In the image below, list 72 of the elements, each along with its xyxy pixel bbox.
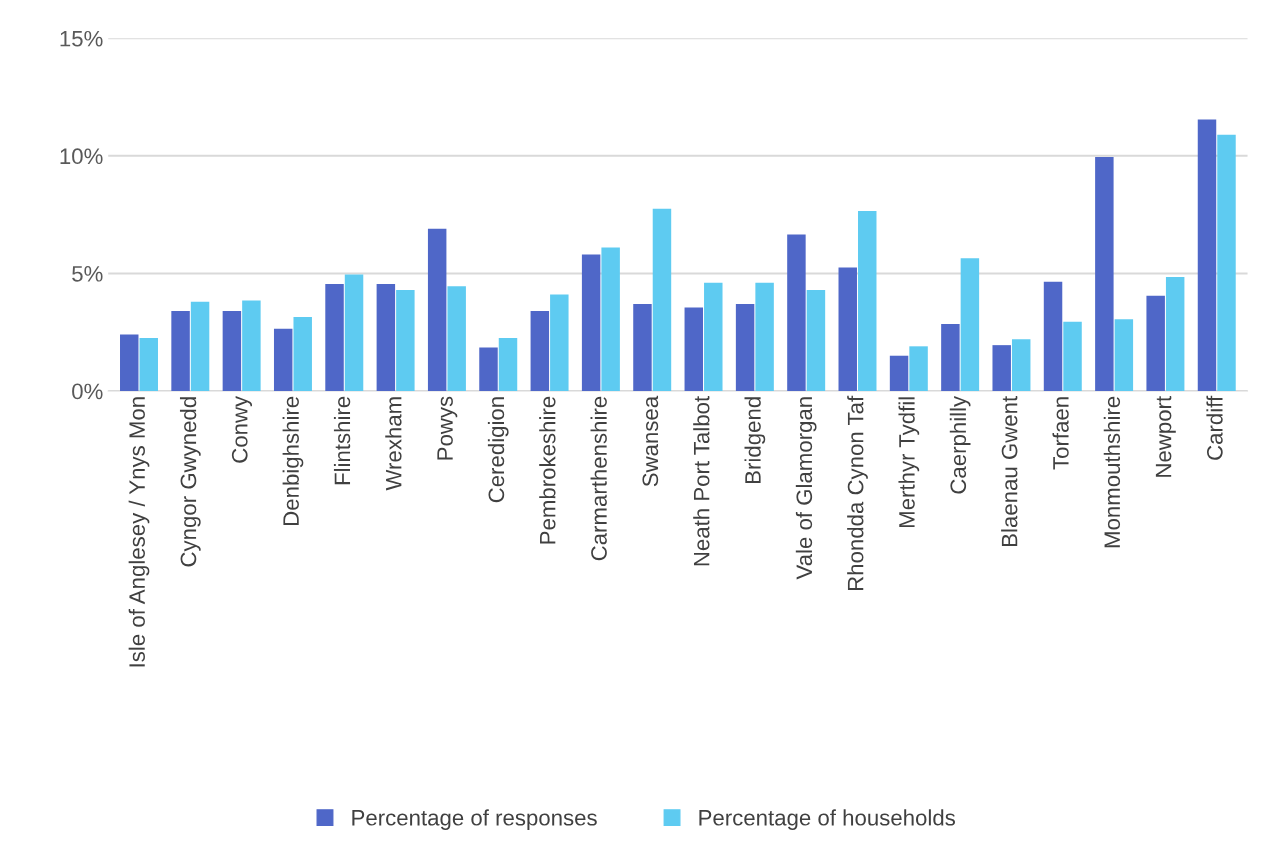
bar xyxy=(1165,276,1185,391)
bar xyxy=(601,247,620,391)
x-tick-label: Rhondda Cynon Taf xyxy=(847,395,868,591)
x-tick-label: Wrexham xyxy=(385,397,402,491)
x-tick-label: Neath Port Talbot xyxy=(693,396,710,566)
bar xyxy=(1043,281,1063,391)
bar xyxy=(396,289,415,391)
x-tick-label: Powys xyxy=(437,396,458,460)
x-tick-label: Blaenau Gwent xyxy=(1001,396,1018,546)
bar xyxy=(530,311,550,391)
y-tick-label: 15% xyxy=(60,30,103,47)
bar xyxy=(838,267,857,391)
x-tick-label: Bridgend xyxy=(744,397,766,483)
bar xyxy=(941,323,960,391)
bar xyxy=(858,211,877,391)
bar xyxy=(704,282,723,391)
bar xyxy=(1011,339,1031,391)
x-tick-label: Cyngor Gwynedd xyxy=(179,397,201,567)
bar xyxy=(633,303,652,391)
bar xyxy=(735,303,755,391)
bar xyxy=(376,284,396,391)
bar xyxy=(889,355,909,391)
x-tick-label: Caerphilly xyxy=(949,395,971,494)
bar xyxy=(344,274,364,391)
bar xyxy=(550,294,569,391)
bar xyxy=(120,334,139,391)
x-tick-label: Isle of Anglesey / Ynys Mon xyxy=(128,397,150,667)
bar xyxy=(498,338,518,391)
bar xyxy=(755,282,774,391)
bar xyxy=(581,254,601,391)
legend-label: Percentage of households xyxy=(699,809,956,830)
x-tick-label: Newport xyxy=(1155,396,1176,477)
x-tick-label: Pembrokeshire xyxy=(539,396,556,544)
x-tick-label: Cardiff xyxy=(1206,395,1223,460)
bar xyxy=(447,286,466,391)
bar xyxy=(139,338,158,391)
bar xyxy=(427,228,447,391)
x-tick-label: Vale of Glamorgan xyxy=(795,397,817,580)
bar xyxy=(190,301,210,391)
bar xyxy=(787,234,806,391)
bar xyxy=(1197,119,1217,391)
x-tick-label: Carmarthenshire xyxy=(590,396,607,561)
bar xyxy=(1063,321,1082,391)
bar xyxy=(960,258,980,391)
bar xyxy=(222,311,242,391)
bar xyxy=(273,328,293,391)
bar xyxy=(171,311,190,391)
x-tick-label: Torfaen xyxy=(1052,397,1069,470)
bar xyxy=(479,347,498,391)
bar xyxy=(652,208,672,391)
y-tick-label: 10% xyxy=(60,148,103,165)
bar xyxy=(242,300,261,391)
bar xyxy=(684,307,704,391)
bar xyxy=(1114,319,1134,391)
bar xyxy=(1146,295,1165,391)
x-tick-label: Conwy xyxy=(231,395,252,463)
y-tick-label: 0% xyxy=(72,383,103,400)
x-tick-label: Flintshire xyxy=(333,396,351,485)
bar xyxy=(1095,157,1114,391)
x-tick-label: Swansea xyxy=(642,395,659,487)
bar xyxy=(1217,134,1236,391)
x-tick-label: Ceredigion xyxy=(487,397,509,503)
x-tick-label: Monmouthshire xyxy=(1103,396,1121,548)
y-tick-label: 5% xyxy=(72,266,103,282)
bar xyxy=(325,284,344,391)
bar xyxy=(992,345,1011,391)
legend-label: Percentage of responses xyxy=(352,809,597,830)
bar xyxy=(806,289,826,391)
x-tick-label: Merthyr Tydfil xyxy=(898,397,920,527)
bar xyxy=(909,346,928,391)
bar xyxy=(293,316,312,391)
x-tick-label: Denbighshire xyxy=(282,396,304,525)
